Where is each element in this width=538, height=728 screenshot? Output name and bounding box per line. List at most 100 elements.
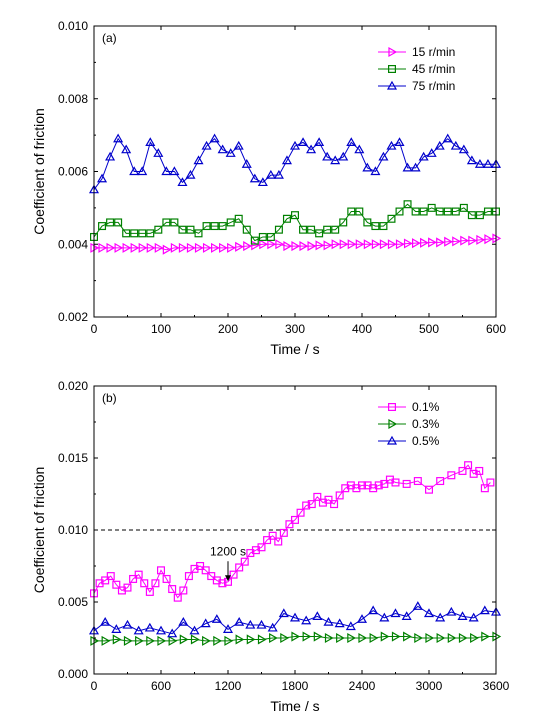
data-point <box>267 622 278 632</box>
data-point <box>190 634 200 645</box>
data-point <box>481 631 491 642</box>
data-point <box>323 240 333 251</box>
data-point <box>202 242 212 253</box>
data-point <box>137 166 148 176</box>
data-point <box>354 144 365 154</box>
x-tick-label: 600 <box>486 322 506 336</box>
data-point <box>194 242 204 253</box>
data-point <box>426 148 437 157</box>
data-point <box>387 214 396 223</box>
data-point <box>210 222 219 231</box>
data-point <box>101 576 110 585</box>
data-point <box>443 207 452 216</box>
data-point <box>479 605 490 615</box>
data-point <box>358 481 367 490</box>
data-point <box>114 242 124 253</box>
data-point <box>467 211 476 220</box>
data-point <box>259 239 269 250</box>
data-point <box>273 169 284 179</box>
data-point <box>235 241 244 252</box>
data-point <box>370 166 381 176</box>
data-point <box>411 207 420 216</box>
data-point <box>428 237 437 248</box>
legend-marker <box>388 418 398 430</box>
data-point <box>154 225 163 234</box>
data-point <box>419 207 428 216</box>
data-point <box>145 587 154 596</box>
data-point <box>480 484 489 493</box>
data-point <box>391 478 400 487</box>
series-line <box>93 605 497 635</box>
legend-marker <box>388 46 398 58</box>
y-tick-label: 0.008 <box>58 92 88 106</box>
data-point <box>330 155 341 165</box>
panel-a: 0 100 200 300 400 500 600 0.002 0.004 0.006 0.008 0… <box>31 19 506 357</box>
data-point <box>265 169 276 179</box>
data-point <box>378 151 389 161</box>
panel-a-ticks: 0 100 200 300 400 500 600 0.002 0.004 0.006 0.008 0… <box>58 19 506 336</box>
data-point <box>468 235 478 246</box>
data-point <box>289 612 301 622</box>
data-point <box>331 225 340 234</box>
data-point <box>450 140 461 150</box>
data-point <box>336 632 345 644</box>
legend-marker <box>388 64 397 73</box>
panel-a-label: (a) <box>102 31 117 45</box>
data-point <box>161 166 172 176</box>
data-point <box>339 218 348 227</box>
panel-b-legend-item-1: 0.1% <box>378 400 440 414</box>
data-point <box>257 177 268 187</box>
data-point <box>229 570 238 579</box>
data-point <box>334 618 345 628</box>
data-point <box>211 242 220 253</box>
data-point <box>170 218 179 227</box>
data-point <box>403 238 413 249</box>
data-point <box>218 222 227 231</box>
series-2 <box>89 200 501 245</box>
data-point <box>402 479 411 488</box>
data-point <box>475 466 484 475</box>
data-point <box>312 611 323 620</box>
data-point <box>434 140 445 150</box>
data-point <box>418 151 429 161</box>
data-point <box>251 240 261 251</box>
data-point <box>257 634 267 645</box>
x-tick-label: 1200 <box>215 679 242 693</box>
data-point <box>184 572 193 581</box>
y-tick-label: 0.005 <box>58 595 88 609</box>
legend-marker <box>388 403 397 412</box>
data-point <box>391 631 401 642</box>
data-point <box>233 140 244 150</box>
data-point <box>315 240 325 251</box>
data-point <box>314 137 325 146</box>
y-tick-label: 0.020 <box>58 379 88 393</box>
data-point <box>395 239 405 250</box>
panel-b-x-axis-label: Time / s <box>270 698 319 714</box>
x-tick-label: 500 <box>419 322 439 336</box>
data-point <box>476 234 486 245</box>
data-point <box>227 242 236 253</box>
data-point <box>250 236 259 245</box>
data-point <box>324 632 334 644</box>
data-point <box>219 242 228 253</box>
data-point <box>235 563 244 572</box>
y-tick-label: 0.015 <box>58 451 88 465</box>
data-point <box>457 611 468 620</box>
data-point <box>201 140 212 150</box>
data-point <box>281 155 292 165</box>
data-point <box>186 242 196 253</box>
data-point <box>274 225 283 234</box>
data-point <box>425 632 435 644</box>
data-point <box>410 162 421 172</box>
data-point <box>331 239 341 250</box>
data-point <box>475 211 484 220</box>
x-tick-label: 200 <box>218 322 238 336</box>
data-point <box>249 173 260 183</box>
data-point <box>345 621 356 631</box>
data-point <box>133 625 144 635</box>
data-point <box>413 477 422 486</box>
data-point <box>218 579 227 588</box>
data-point <box>274 537 283 546</box>
data-point <box>162 218 171 227</box>
